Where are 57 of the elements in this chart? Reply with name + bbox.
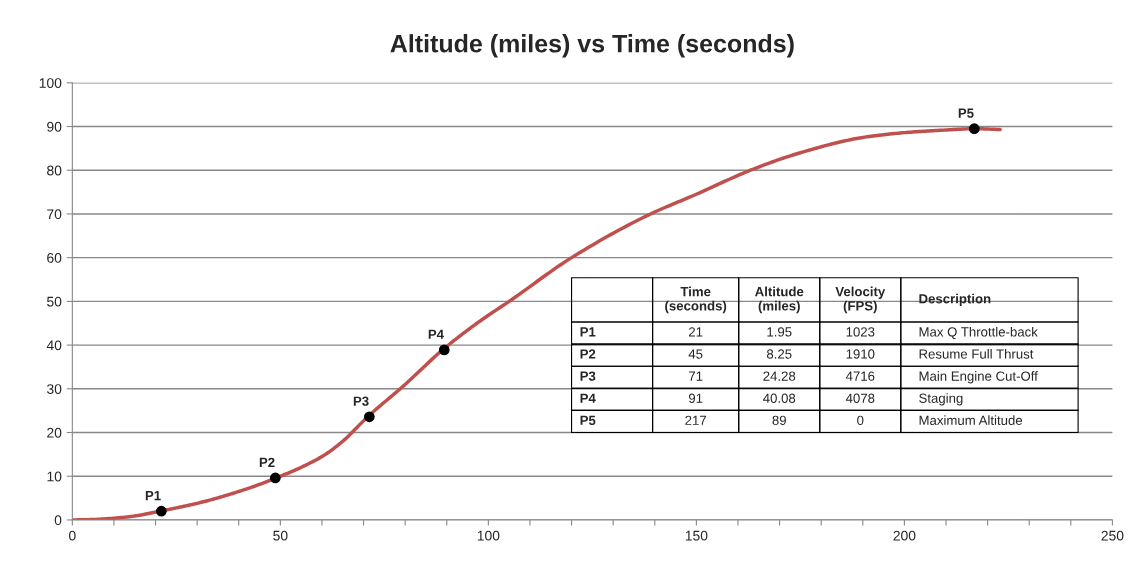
y-tick-label: 80 (47, 165, 62, 176)
x-tick-label: 200 (893, 530, 916, 541)
x-tick-label: 150 (685, 530, 708, 541)
y-tick-label: 0 (54, 515, 62, 526)
annotation: P2 (580, 349, 596, 359)
y-tick-label: 70 (47, 209, 62, 220)
annotation: P5 (958, 108, 974, 118)
y-tick-label: 60 (47, 252, 62, 263)
annotation: 40.08 (763, 393, 796, 403)
y-tick-label: 30 (46, 384, 62, 394)
annotation: 91 (688, 393, 703, 403)
annotation: P1 (145, 491, 161, 501)
annotation: P2 (259, 457, 275, 467)
annotation: 1023 (846, 327, 875, 337)
x-tick-label: 250 (1101, 530, 1124, 541)
point (364, 411, 375, 423)
annotation: P4 (428, 329, 444, 339)
annotation: Maximum Altitude (919, 415, 1023, 425)
y-tick-label: 20 (47, 427, 62, 438)
annotation: Description (919, 293, 991, 307)
annotation: Resume Full Thrust (919, 348, 1034, 359)
annotation: 217 (685, 415, 707, 425)
y-tick-label: 100 (39, 78, 62, 88)
annotation: 45 (688, 349, 703, 359)
point (438, 344, 450, 356)
annotation: 4716 (845, 371, 875, 381)
annotation: Altitude (miles) (755, 286, 804, 314)
annotation: Time (seconds) (665, 286, 727, 314)
annotation: P1 (580, 327, 596, 337)
x-tick-label: 0 (69, 530, 76, 541)
annotation: 4078 (845, 393, 875, 403)
annotation: 24.28 (763, 371, 796, 381)
annotation: 21 (688, 327, 703, 337)
annotation: P5 (580, 415, 596, 425)
chart-title: Altitude (miles) vs Time (seconds) (390, 34, 794, 58)
x-tick-label: 100 (477, 530, 500, 541)
annotation: Velocity (FPS) (835, 286, 886, 314)
annotation: Staging (919, 393, 963, 406)
x-tick-label: 50 (273, 530, 288, 541)
annotation: 89 (772, 415, 786, 425)
annotation: Main Engine Cut-Off (919, 371, 1038, 384)
annotation: 0 (857, 415, 864, 425)
y-tick-label: 40 (46, 340, 62, 351)
point (156, 505, 167, 517)
y-tick-label: 90 (47, 121, 62, 132)
point (269, 472, 281, 484)
annotation: 1910 (846, 349, 875, 359)
y-tick-label: 50 (47, 296, 62, 307)
annotation: 71 (689, 371, 703, 381)
annotation: P4 (580, 393, 596, 403)
point (968, 123, 980, 135)
annotation: Max Q Throttle-back (919, 326, 1038, 339)
annotation: 1.95 (767, 327, 792, 337)
annotation: P3 (580, 371, 596, 381)
annotation: P3 (353, 396, 369, 406)
annotation: 8.25 (766, 349, 792, 359)
y-tick-label: 10 (47, 471, 62, 482)
